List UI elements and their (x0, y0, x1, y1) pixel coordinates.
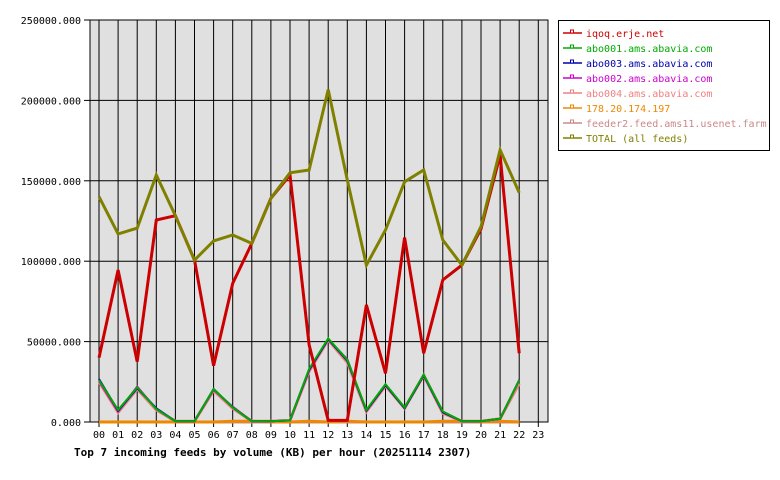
legend-label: TOTAL (all feeds) (586, 134, 688, 145)
legend-marker-icon (570, 119, 574, 124)
legend-marker-icon (570, 134, 574, 139)
legend-marker-icon (570, 29, 574, 34)
legend-item: TOTAL (all feeds) (563, 134, 688, 145)
legend-label: 178.20.174.197 (586, 104, 670, 115)
series-lines (97, 89, 521, 424)
x-tick-label: 12 (322, 430, 334, 441)
legend-item: feeder2.feed.ams11.usenet.farm (563, 119, 767, 130)
legend-item: 178.20.174.197 (563, 104, 670, 115)
y-tick-label: 150000.000 (21, 177, 81, 188)
x-tick-label: 11 (303, 430, 315, 441)
x-tick-label: 05 (188, 430, 200, 441)
x-tick-label: 15 (379, 430, 391, 441)
x-tick-label: 07 (227, 430, 239, 441)
legend-marker-icon (570, 59, 574, 64)
x-tick-label: 21 (494, 430, 506, 441)
y-tick-label: 250000.000 (21, 16, 81, 27)
legend-label: abo001.ams.abavia.com (586, 44, 712, 55)
legend: iqoq.erje.net abo001.ams.abavia.com abo003… (558, 20, 770, 151)
legend-label: abo004.ams.abavia.com (586, 89, 712, 100)
x-tick-label: 19 (456, 430, 468, 441)
legend-marker-icon (570, 89, 574, 94)
legend-item: abo003.ams.abavia.com (563, 59, 712, 70)
legend-label: iqoq.erje.net (586, 29, 664, 40)
y-tick-label: 200000.000 (21, 96, 81, 107)
series-line-iqoq-erje-net (97, 154, 521, 422)
x-tick-label: 03 (150, 430, 162, 441)
x-tick-label: 04 (169, 430, 181, 441)
x-tick-label: 10 (284, 430, 296, 441)
legend-item: abo004.ams.abavia.com (563, 89, 712, 100)
chart-title: Top 7 incoming feeds by volume (KB) per … (74, 446, 471, 459)
y-tick-label: 50000.000 (27, 338, 81, 349)
legend-marker-icon (570, 74, 574, 79)
x-tick-label: 14 (360, 430, 372, 441)
plot-area (89, 19, 549, 423)
legend-marker-icon (570, 44, 574, 49)
x-tick-label: 17 (418, 430, 430, 441)
x-tick-label: 00 (93, 430, 105, 441)
legend-label: abo003.ams.abavia.com (586, 59, 712, 70)
x-tick-label: 06 (208, 430, 220, 441)
series-line-178-20-174-197 (99, 419, 520, 424)
x-tick-label: 08 (246, 430, 258, 441)
x-tick-label: 23 (532, 430, 544, 441)
legend-marker-icon (570, 104, 574, 109)
x-axis: 00 01 02 03 04 05 06 07 08 09 10 11 12 13 14 15 16 17 18 19… (93, 422, 544, 441)
x-tick-label: 16 (399, 430, 411, 441)
legend-box (558, 20, 770, 151)
x-tick-label: 13 (341, 430, 353, 441)
x-tick-label: 18 (437, 430, 449, 441)
legend-label: feeder2.feed.ams11.usenet.farm (586, 119, 767, 130)
x-tick-label: 09 (265, 430, 277, 441)
y-tick-label: 0.000 (51, 418, 81, 429)
y-axis: 0.000 50000.000 100000.000 150000.000 200000… (21, 16, 90, 429)
legend-item: abo002.ams.abavia.com (563, 74, 712, 85)
legend-item: iqoq.erje.net (563, 29, 664, 40)
x-tick-label: 02 (131, 430, 143, 441)
y-tick-label: 100000.000 (21, 257, 81, 268)
legend-label: abo002.ams.abavia.com (586, 74, 712, 85)
series-line-total-all-feeds- (97, 89, 521, 270)
x-tick-label: 22 (513, 430, 525, 441)
x-tick-label: 20 (475, 430, 487, 441)
series-line-abo001-ams-abavia-com (98, 336, 521, 423)
legend-item: abo001.ams.abavia.com (563, 44, 712, 55)
x-tick-label: 01 (112, 430, 124, 441)
